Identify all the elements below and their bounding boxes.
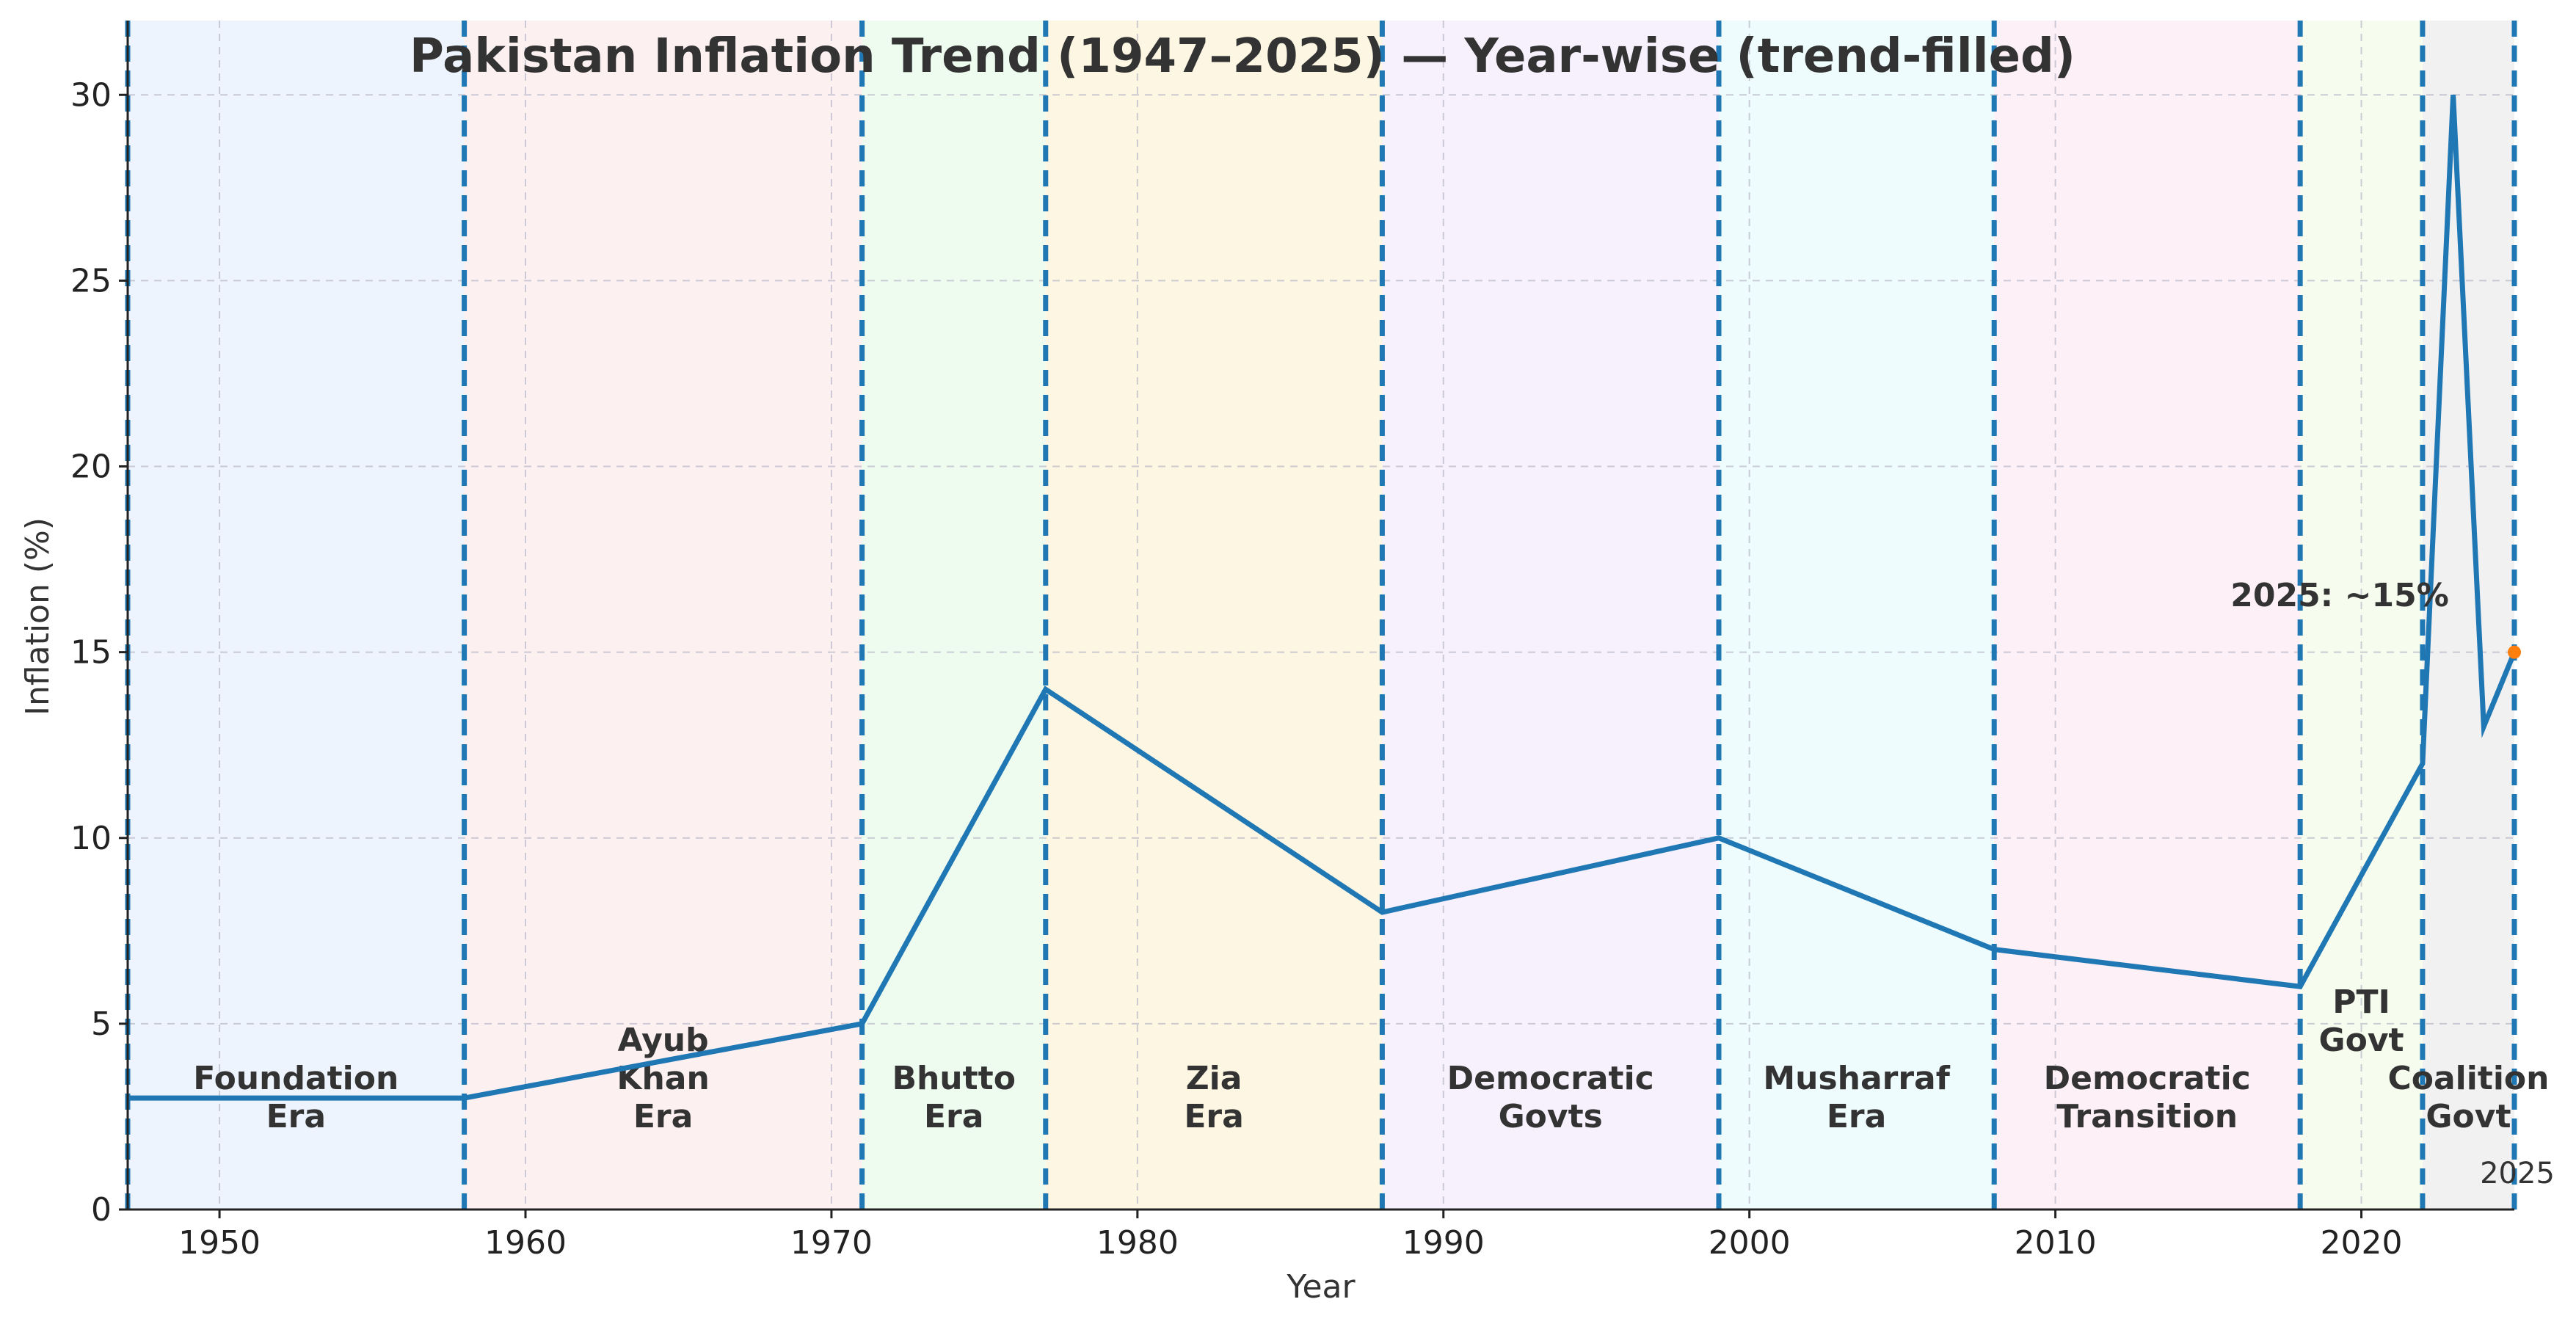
era-band-5 [1719,21,1995,1210]
era-band-0 [128,21,465,1210]
era-band-3 [1045,21,1383,1210]
era-label-line: Govt [2319,1022,2404,1059]
data-point-1999 [1718,837,1720,839]
data-point-1988 [1381,912,1383,913]
data-point-2022 [2422,763,2423,764]
era-label-line: Democratic [2044,1060,2251,1097]
y-axis-label: Inflation (%) [19,517,57,716]
era-band-1 [464,21,862,1210]
x-tick-label-1950: 1950 [178,1224,261,1262]
y-tick-label-15: 15 [70,634,112,672]
x-tick-label-2000: 2000 [1709,1224,1791,1262]
series-line-0 [128,95,2517,1101]
x-axis-label: Year [1286,1268,1356,1306]
y-tick-label-20: 20 [70,448,112,486]
y-tick-label-0: 0 [91,1191,112,1229]
era-label-line: Zia [1186,1060,1242,1097]
era-label-line: Era [266,1098,326,1135]
era-label-line: Era [633,1098,693,1135]
tick-labels: 1950 1960 1970 1980 1990 2000 2010 2020 0 5 10 15 20… [70,76,2403,1262]
era-label-line: Govts [1499,1098,1603,1135]
y-tick-label-5: 5 [91,1005,112,1043]
era-band-4 [1382,21,1719,1210]
era-label-line: PTI [2332,983,2390,1021]
era-label-line: Transition [2056,1098,2238,1135]
era-label-line: Era [924,1098,983,1135]
era-labels: FoundationEraAyubKhanEraBhuttoEraZiaEraD… [193,983,2549,1135]
era-label-line: Foundation [193,1060,399,1097]
era-band-6 [1994,21,2301,1210]
x-tick-label-1980: 1980 [1096,1224,1179,1262]
era-label-line: Musharraf [1763,1060,1950,1097]
data-point-1958 [464,1097,465,1099]
chart-title: Pakistan Inflation Trend (1947–2025) — Y… [410,29,2075,84]
y-tick-label-30: 30 [70,76,112,114]
era-label-line: Democratic [1447,1060,1654,1097]
era-label-line: Bhutto [892,1060,1015,1097]
era-label-line: Govt [2426,1098,2511,1135]
x-tick-label-2020: 2020 [2321,1224,2403,1262]
era-label-line: Era [1827,1098,1886,1135]
corner-year-label: 2025 [2480,1157,2555,1190]
x-tick-label-1960: 1960 [484,1224,567,1262]
era-label-line: Era [1184,1098,1243,1135]
annotation-2025: 2025: ~15% [2230,577,2449,614]
data-point-2008 [1993,949,1995,950]
era-label-line: Coalition [2387,1060,2549,1097]
era-bands [128,21,2514,1210]
era-band-8 [2422,21,2514,1210]
annotation-marker [2508,645,2521,659]
era-band-2 [862,21,1046,1210]
y-tick-label-25: 25 [70,262,112,299]
grid-lines [128,21,2514,1210]
x-tick-label-2010: 2010 [2015,1224,2097,1262]
x-tick-label-1990: 1990 [1402,1224,1485,1262]
y-tick-label-10: 10 [70,820,112,857]
x-tick-label-1970: 1970 [790,1224,873,1262]
data-point-2018 [2299,986,2301,987]
data-point-1977 [1045,688,1047,690]
series-layer [127,94,2521,1101]
